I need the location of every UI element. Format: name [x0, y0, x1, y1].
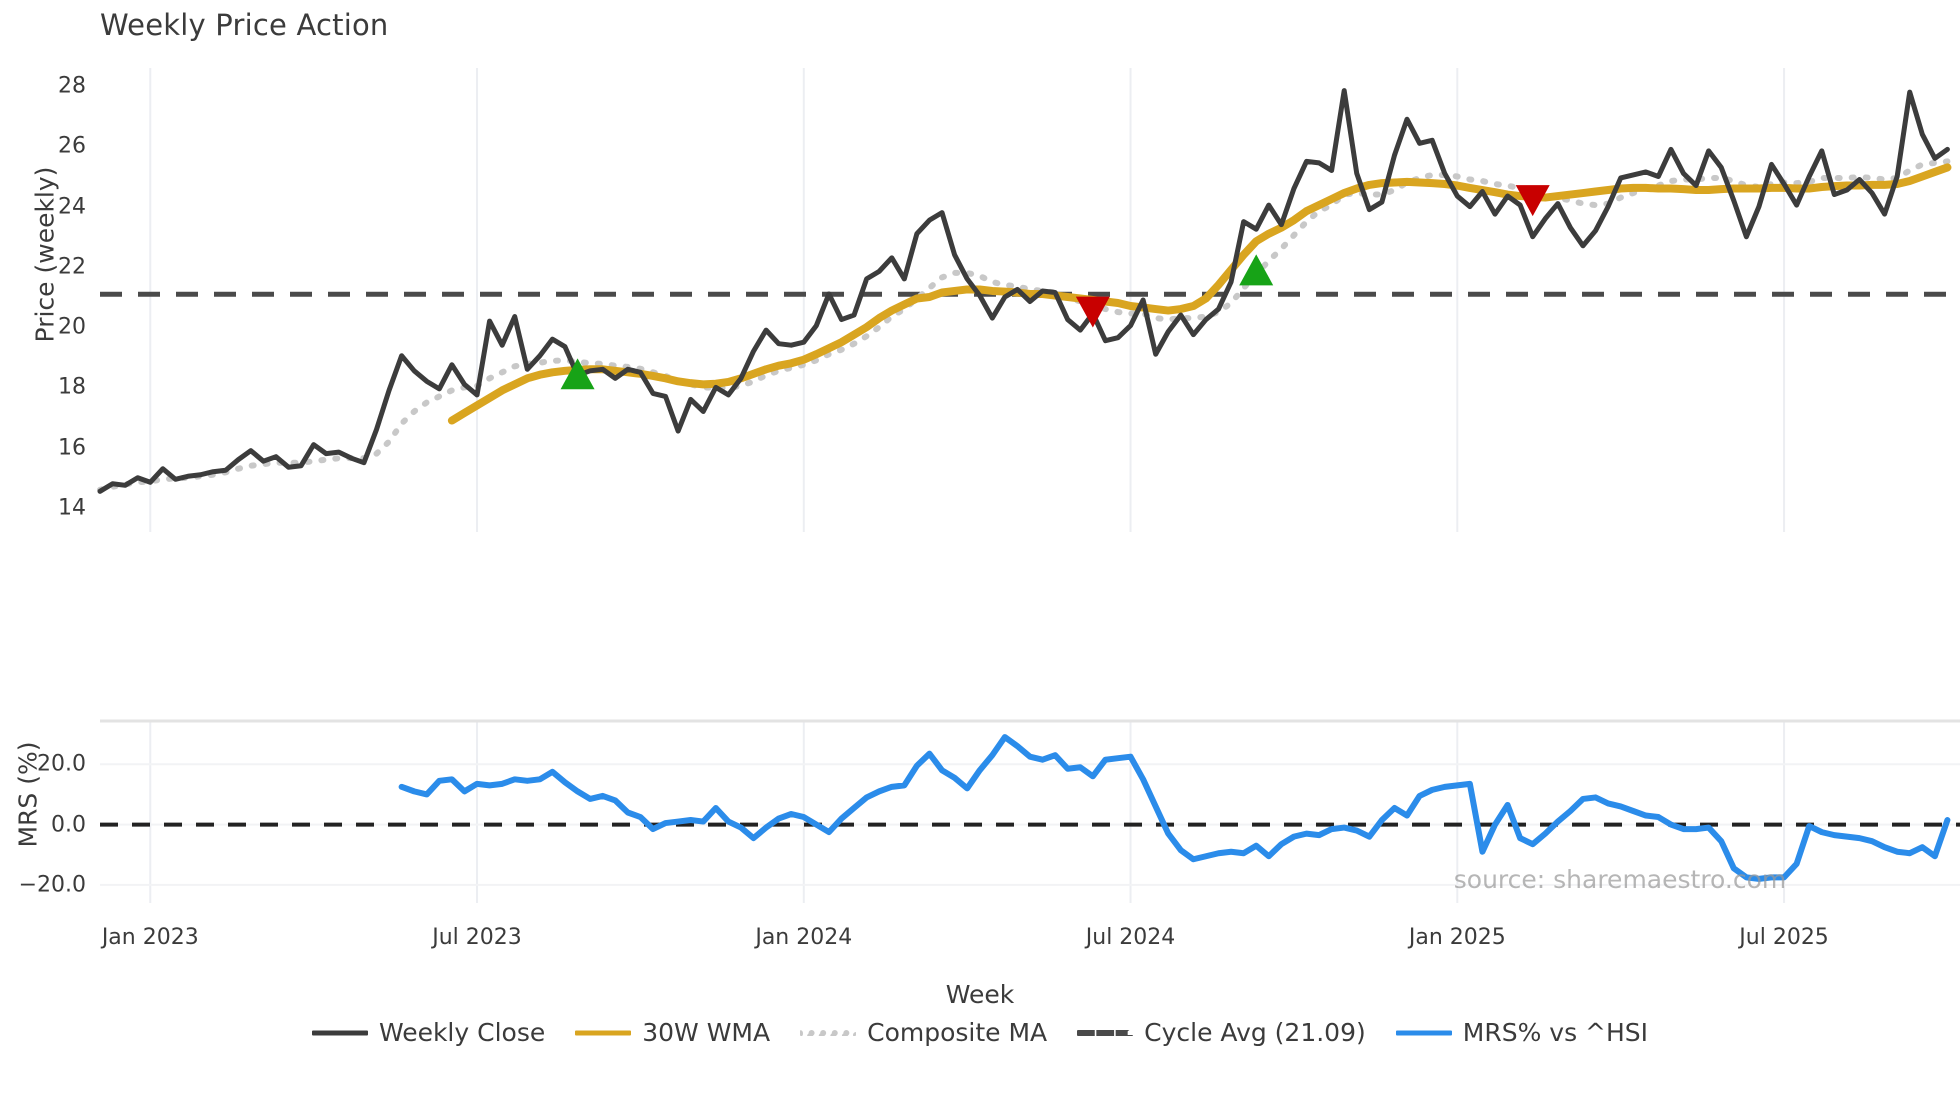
price-y-tick: 18: [58, 374, 86, 400]
price-y-tick: 14: [58, 495, 86, 521]
signal-markers: [560, 185, 1550, 390]
price-y-tick: 16: [58, 435, 86, 461]
chart-legend: Weekly Close 30W WMA Composite MA Cycle Avg…: [0, 1018, 1960, 1047]
legend-item-3[interactable]: Composite MA: [800, 1018, 1047, 1047]
mrs-y-tick: −20.0: [18, 872, 86, 898]
price-y-tick: 20: [58, 314, 86, 340]
price-y-tick: 26: [58, 133, 86, 159]
x-tick: Jul 2024: [1085, 925, 1176, 950]
legend-label: Composite MA: [867, 1018, 1048, 1047]
series-weekly-close: [97, 88, 1950, 494]
legend-item-4[interactable]: Cycle Avg (21.09): [1077, 1018, 1366, 1047]
x-tick: Jul 2023: [432, 925, 522, 950]
buy-marker: [1239, 254, 1274, 286]
price-y-tick: 24: [58, 194, 86, 220]
price-y-tick: 22: [58, 254, 86, 280]
series-mrs: [398, 734, 1951, 882]
buy-marker: [560, 358, 595, 390]
x-tick: Jan 2023: [101, 925, 199, 950]
legend-swatch-icon: [800, 1023, 857, 1043]
series-composite-ma: [97, 158, 1951, 493]
legend-label: 30W WMA: [642, 1018, 771, 1047]
legend-item-5[interactable]: MRS% vs ^HSI: [1395, 1018, 1649, 1047]
legend-swatch-icon: [311, 1023, 368, 1043]
sell-marker: [1075, 296, 1110, 328]
mrs-gridlines: [100, 719, 1960, 886]
legend-item-2[interactable]: 30W WMA: [575, 1018, 770, 1047]
price-y-tick: 28: [58, 73, 86, 99]
x-tick: Jan 2025: [1408, 925, 1506, 950]
legend-swatch-icon: [575, 1023, 632, 1043]
mrs-y-tick: 20.0: [37, 751, 86, 777]
x-axis-label: Week: [945, 980, 1015, 1009]
mrs-y-tick: 0.0: [51, 812, 86, 838]
legend-swatch-icon: [1077, 1023, 1134, 1043]
sell-marker: [1515, 185, 1550, 217]
gridlines: [149, 68, 1786, 903]
series-30w-wma: [447, 163, 1952, 425]
legend-label: Cycle Avg (21.09): [1144, 1018, 1366, 1047]
legend-label: Weekly Close: [378, 1018, 546, 1047]
legend-label: MRS% vs ^HSI: [1462, 1018, 1649, 1047]
x-tick: Jul 2025: [1739, 925, 1829, 950]
page-title: Weekly Price Action: [100, 8, 389, 42]
x-tick: Jan 2024: [755, 925, 853, 950]
legend-item-1[interactable]: Weekly Close: [311, 1018, 546, 1047]
legend-swatch-icon: [1395, 1023, 1452, 1043]
